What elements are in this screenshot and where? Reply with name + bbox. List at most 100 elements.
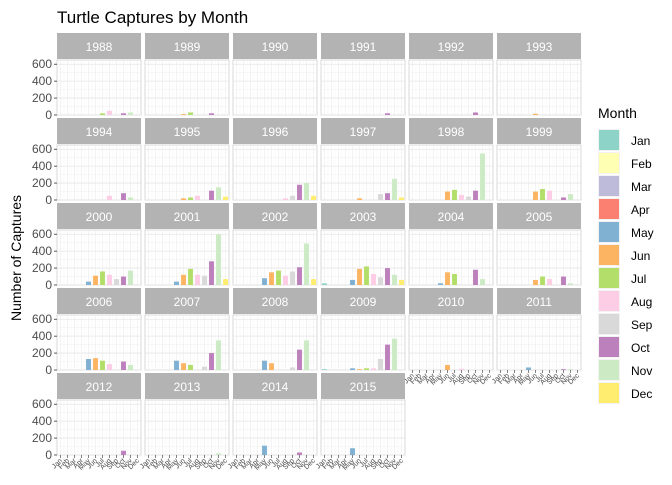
- bar-1995-Oct: [209, 190, 214, 200]
- bar-2005-Jun: [533, 279, 538, 285]
- bar-2002-Jun: [269, 272, 274, 285]
- bar-2003-Aug: [371, 274, 376, 285]
- bar-2013-Nov: [216, 453, 221, 455]
- legend-label: Apr: [631, 203, 650, 217]
- bar-2001-Jun: [181, 274, 186, 285]
- legend-label: Aug: [631, 295, 652, 309]
- legend-label: Jun: [631, 249, 650, 263]
- facet-panel-2005: 2005: [496, 203, 582, 286]
- facet-panel-1996: 1996: [232, 118, 318, 201]
- bar-1997-Sep: [378, 194, 383, 200]
- facet-strip-label: 1989: [174, 40, 201, 54]
- facet-strip-label: 2004: [438, 210, 465, 224]
- bar-2003-Dec: [399, 279, 404, 285]
- bar-2010-Aug: [459, 368, 464, 370]
- bar-1998-Nov: [480, 153, 485, 200]
- legend-label: Nov: [631, 364, 652, 378]
- y-tick-label: 400: [32, 159, 52, 173]
- facet-strip: [409, 288, 493, 314]
- facet-panel-1989: 1989: [144, 33, 230, 116]
- y-tick-label: 0: [45, 278, 52, 292]
- facet-panel-1994: 1994 0 200 400 600: [32, 118, 142, 207]
- legend-key-swatch: [599, 314, 619, 334]
- bar-2003-May: [350, 279, 355, 285]
- legend-key-swatch: [599, 222, 619, 242]
- bar-2007-May: [174, 360, 179, 370]
- facet-panel-1993: 1993: [496, 33, 582, 116]
- bar-2009-Jun: [357, 369, 362, 370]
- bar-2002-Nov: [304, 243, 309, 285]
- y-tick-label: 400: [32, 244, 52, 258]
- bar-1995-Nov: [216, 187, 221, 200]
- bar-2000-Oct: [121, 276, 126, 285]
- bar-1989-Oct: [209, 113, 214, 115]
- facet-strip: [497, 118, 581, 144]
- bar-2005-Nov: [568, 283, 573, 285]
- y-tick-label: 200: [32, 431, 52, 445]
- legend-key-swatch: [599, 245, 619, 265]
- facet-strip: [57, 288, 141, 314]
- y-tick-label: 0: [45, 193, 52, 207]
- y-axis-title: Number of Captures: [8, 195, 24, 321]
- facet-strip: [233, 373, 317, 399]
- bar-2004-Jun: [445, 272, 450, 285]
- facet-strip: [321, 33, 405, 59]
- facet-strip: [321, 288, 405, 314]
- bar-1989-Jul: [188, 112, 193, 115]
- facet-strip-label: 1992: [438, 40, 465, 54]
- legend-label: Jan: [631, 134, 650, 148]
- bar-2009-May: [350, 368, 355, 370]
- facet-panel-2009: 2009: [320, 288, 406, 371]
- legend-item-jun: Jun: [598, 244, 650, 266]
- legend-title: Month: [598, 105, 637, 121]
- bar-1988-Nov: [128, 112, 133, 115]
- facet-strip-label: 2014: [262, 380, 289, 394]
- facet-strip-label: 2013: [174, 380, 201, 394]
- facet-panel-2001: 2001: [144, 203, 230, 286]
- y-tick-label: 600: [32, 227, 52, 241]
- legend-key-swatch: [599, 268, 619, 288]
- facet-strip: [497, 288, 581, 314]
- facet-strip-label: 1990: [262, 40, 289, 54]
- x-tick-label: Jul: [95, 457, 107, 469]
- bar-2008-May: [262, 360, 267, 370]
- legend-key-swatch: [599, 383, 619, 403]
- bar-2006-Jun: [93, 358, 98, 370]
- bar-1994-Aug: [107, 195, 112, 200]
- facet-strip: [145, 33, 229, 59]
- bar-2012-Oct: [121, 450, 126, 455]
- facet-panel-2003: 2003: [320, 203, 406, 286]
- facet-strip: [57, 33, 141, 59]
- bar-1999-Jun: [533, 191, 538, 200]
- facet-panel-2008: 2008: [232, 288, 318, 371]
- bar-2005-Aug: [547, 279, 552, 285]
- facet-strip: [409, 118, 493, 144]
- bar-2002-Oct: [297, 267, 302, 285]
- bar-1995-Jun: [181, 198, 186, 200]
- y-tick-label: 400: [32, 414, 52, 428]
- facet-strip: [497, 203, 581, 229]
- bar-2001-May: [174, 281, 179, 285]
- y-tick-label: 200: [32, 346, 52, 360]
- legend-label: Dec: [631, 387, 652, 401]
- bar-2000-Jun: [93, 275, 98, 285]
- bar-1995-Dec: [223, 196, 228, 200]
- bar-1997-Jun: [357, 198, 362, 200]
- y-tick-label: 600: [32, 142, 52, 156]
- legend-item-nov: Nov: [598, 359, 652, 381]
- facet-strip: [233, 203, 317, 229]
- bar-2006-May: [86, 359, 91, 370]
- bar-2006-Aug: [107, 364, 112, 370]
- facet-panel-1998: 1998: [408, 118, 494, 201]
- bar-2008-Jun: [269, 363, 274, 370]
- bar-2000-Nov: [128, 270, 133, 285]
- facet-panel-2000: 2000 0 200 400 600: [32, 203, 142, 292]
- bar-1995-Aug: [195, 195, 200, 200]
- bar-1988-Oct: [121, 113, 126, 115]
- y-tick-label: 600: [32, 397, 52, 411]
